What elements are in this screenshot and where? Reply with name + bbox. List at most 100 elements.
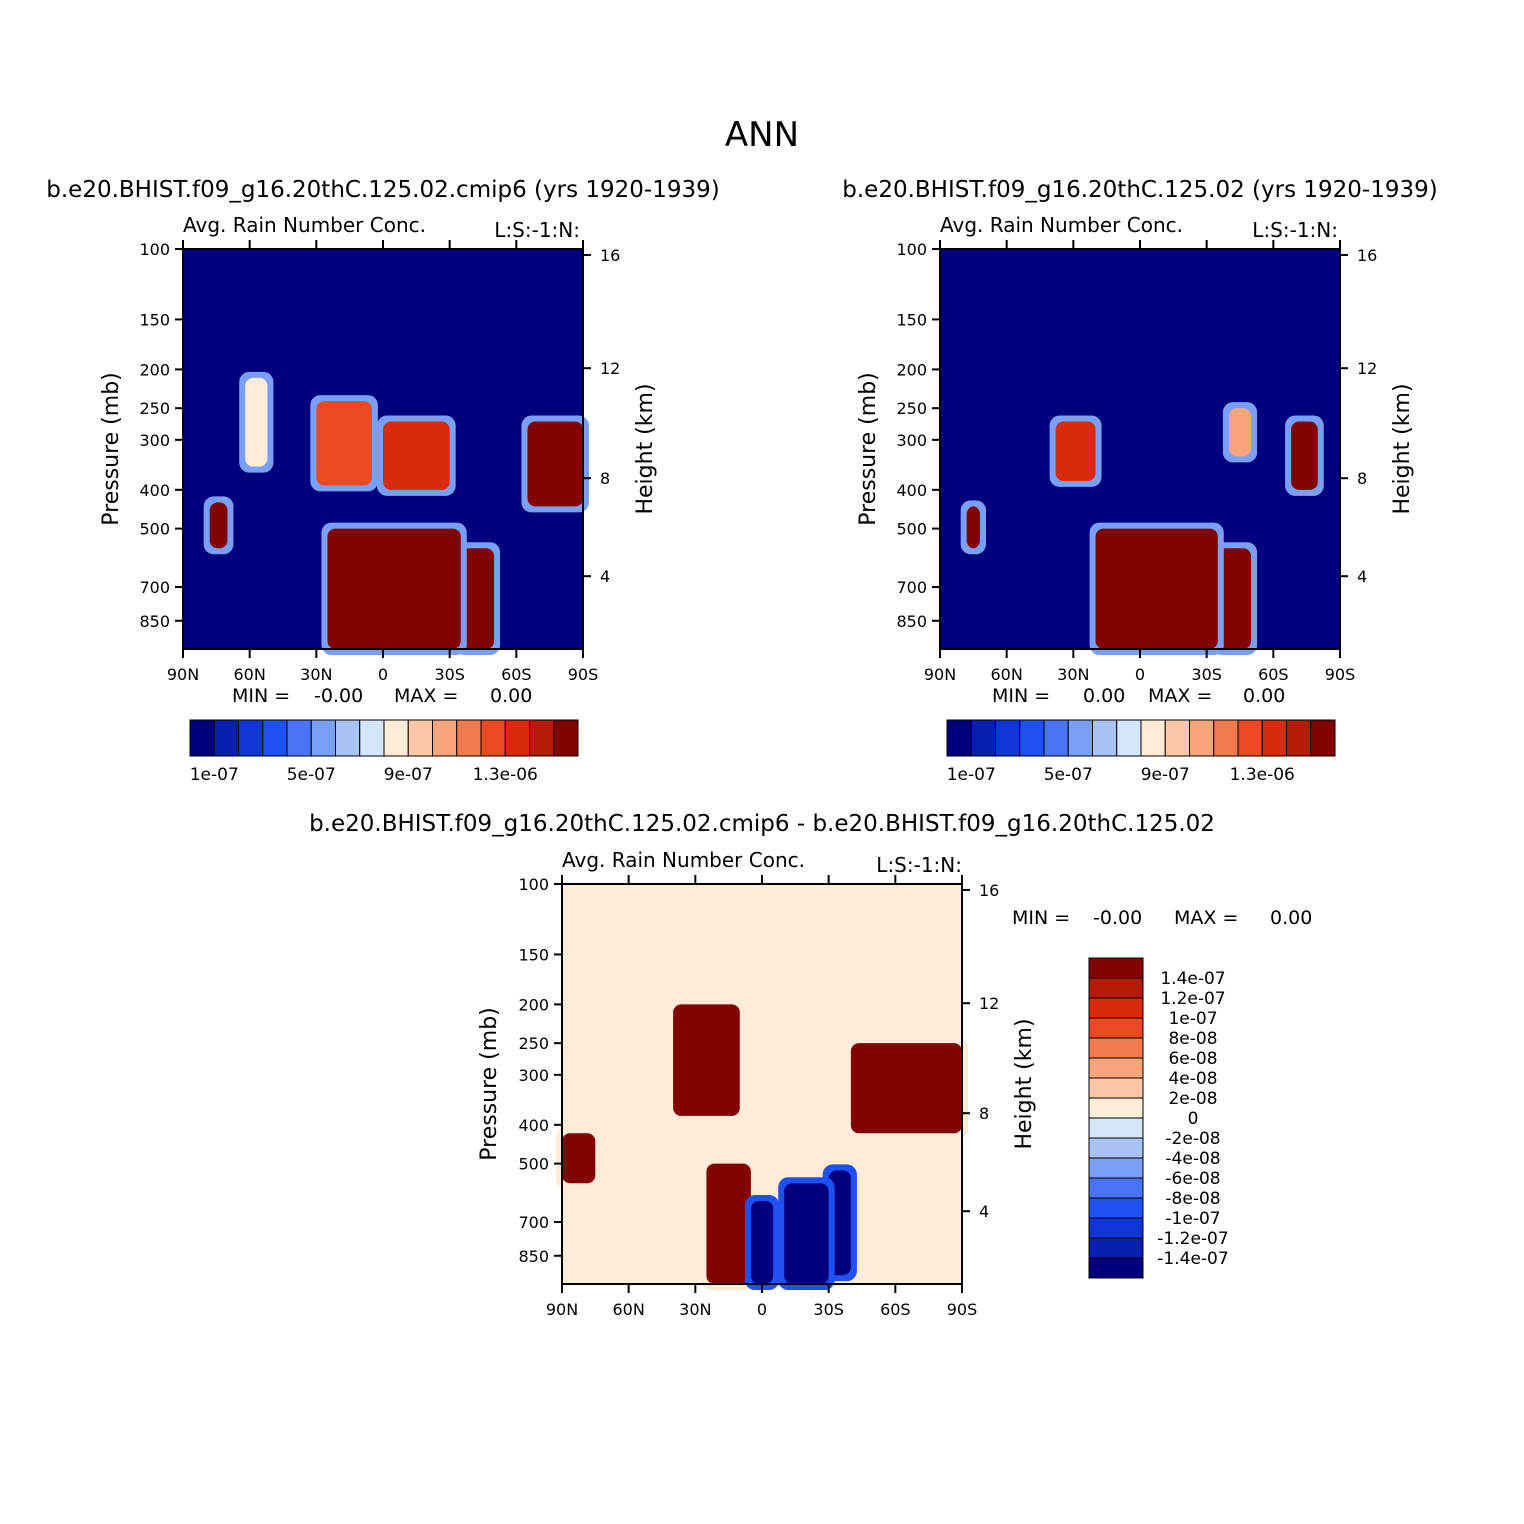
x-tick-label: 30N bbox=[1057, 665, 1089, 684]
colorbar-box bbox=[1088, 1017, 1144, 1039]
colorbar-label: 1e-07 bbox=[190, 765, 239, 785]
colorbar-box bbox=[189, 719, 215, 757]
y2-tick-label: 4 bbox=[600, 567, 610, 586]
y-tick-label: 400 bbox=[518, 1116, 549, 1135]
contour-region bbox=[1095, 528, 1218, 649]
colorbar-label: 8e-08 bbox=[1168, 1029, 1217, 1049]
contour-region bbox=[1055, 421, 1096, 481]
y-tick-label: 100 bbox=[139, 240, 170, 259]
colorbar-label: -1e-07 bbox=[1165, 1209, 1220, 1229]
contour-region bbox=[327, 528, 461, 649]
y2-tick-label: 8 bbox=[600, 469, 610, 488]
colorbar-label: 1.3e-06 bbox=[1230, 765, 1295, 785]
y-tick-label: 250 bbox=[896, 399, 927, 418]
x-tick-label: 60S bbox=[501, 665, 532, 684]
contour-region bbox=[460, 548, 495, 649]
contour-region bbox=[850, 1043, 962, 1134]
colorbar-box bbox=[1088, 997, 1144, 1019]
colorbar-box bbox=[1088, 1097, 1144, 1119]
y-tick-label: 700 bbox=[139, 578, 170, 597]
page-title: ANN bbox=[725, 115, 799, 155]
contour-region bbox=[1217, 548, 1252, 649]
contour-region bbox=[966, 506, 980, 549]
colorbar-label: 1.3e-06 bbox=[473, 765, 538, 785]
x-tick-label: 90S bbox=[568, 665, 599, 684]
x-tick-label: 30S bbox=[1191, 665, 1222, 684]
y-tick-label: 150 bbox=[518, 945, 549, 964]
x-tick-label: 60N bbox=[991, 665, 1023, 684]
colorbar-box bbox=[1164, 719, 1190, 757]
colorbar-box bbox=[946, 719, 972, 757]
y-tick-label: 500 bbox=[139, 520, 170, 539]
colorbar-label: 1e-07 bbox=[947, 765, 996, 785]
colorbar-box bbox=[310, 719, 336, 757]
panel-3-min-label: MIN = bbox=[1012, 907, 1070, 929]
contour-region bbox=[562, 1133, 596, 1184]
contour-region bbox=[245, 377, 268, 467]
y2-tick-label: 16 bbox=[1357, 246, 1377, 265]
colorbar-label: -6e-08 bbox=[1165, 1169, 1220, 1189]
panel-1-ylabel: Pressure (mb) bbox=[99, 372, 124, 526]
y-tick-label: 300 bbox=[896, 431, 927, 450]
y-tick-label: 100 bbox=[896, 240, 927, 259]
x-tick-label: 0 bbox=[757, 1300, 767, 1319]
colorbar-box bbox=[262, 719, 288, 757]
panel-1-min-value: -0.00 bbox=[314, 685, 363, 707]
colorbar-label: 1.2e-07 bbox=[1160, 989, 1225, 1009]
y2-tick-label: 8 bbox=[979, 1104, 989, 1123]
contour-region bbox=[209, 502, 228, 549]
x-tick-label: 30N bbox=[300, 665, 332, 684]
colorbar-box bbox=[383, 719, 409, 757]
y2-tick-label: 12 bbox=[979, 994, 999, 1013]
contour-region bbox=[1291, 421, 1318, 490]
y2-tick-label: 8 bbox=[1357, 469, 1367, 488]
panel-3-axes: 100 150 200 250 300 400 500 700 850 16 12 8 4 90N 60N 3… bbox=[518, 875, 999, 1319]
colorbar-label: 0 bbox=[1188, 1109, 1199, 1129]
y2-tick-label: 16 bbox=[600, 246, 620, 265]
panel-1-contours bbox=[203, 371, 589, 655]
colorbar-box bbox=[1088, 1137, 1144, 1159]
x-tick-label: 60N bbox=[613, 1300, 645, 1319]
colorbar-box bbox=[529, 719, 555, 757]
colorbar-label: 9e-07 bbox=[1141, 765, 1190, 785]
y2-tick-label: 12 bbox=[600, 359, 620, 378]
panel-3-max-value: 0.00 bbox=[1270, 907, 1312, 929]
colorbar-box bbox=[1088, 957, 1144, 979]
colorbar-label: -2e-08 bbox=[1165, 1129, 1220, 1149]
colorbar-box bbox=[1067, 719, 1093, 757]
colorbar-box bbox=[1088, 1077, 1144, 1099]
colorbar-box bbox=[1043, 719, 1069, 757]
y-tick-label: 700 bbox=[896, 578, 927, 597]
y-tick-label: 300 bbox=[518, 1066, 549, 1085]
panel-1-y2label: Height (km) bbox=[633, 383, 658, 514]
panel-2-colorbar: 1e-07 5e-07 9e-07 1.3e-06 bbox=[946, 719, 1336, 785]
x-tick-label: 90S bbox=[1325, 665, 1356, 684]
colorbar-box bbox=[1088, 1037, 1144, 1059]
panel-3-contours bbox=[556, 998, 968, 1290]
colorbar-box bbox=[970, 719, 996, 757]
colorbar-box bbox=[1088, 1057, 1144, 1079]
colorbar-box bbox=[1189, 719, 1215, 757]
panel-3: b.e20.BHIST.f09_g16.20thC.125.02.cmip6 -… bbox=[309, 811, 1312, 1319]
y2-tick-label: 4 bbox=[979, 1202, 989, 1221]
y-tick-label: 850 bbox=[139, 612, 170, 631]
contour-region bbox=[316, 401, 372, 486]
colorbar-box bbox=[1088, 1157, 1144, 1179]
contour-region bbox=[673, 1004, 740, 1116]
colorbar-box bbox=[1088, 1257, 1144, 1279]
panel-1-max-value: 0.00 bbox=[490, 685, 532, 707]
colorbar-box bbox=[213, 719, 239, 757]
colorbar-box bbox=[1237, 719, 1263, 757]
x-tick-label: 90N bbox=[546, 1300, 578, 1319]
x-tick-label: 30S bbox=[434, 665, 465, 684]
panel-1-min-label: MIN = bbox=[232, 685, 290, 707]
panel-2-title: Avg. Rain Number Conc. bbox=[940, 213, 1183, 237]
colorbar-label: 1e-07 bbox=[1168, 1009, 1217, 1029]
y-tick-label: 250 bbox=[518, 1034, 549, 1053]
colorbar-box bbox=[359, 719, 385, 757]
x-tick-label: 60S bbox=[1258, 665, 1289, 684]
colorbar-box bbox=[504, 719, 530, 757]
colorbar-box bbox=[480, 719, 506, 757]
x-tick-label: 90N bbox=[167, 665, 199, 684]
colorbar-box bbox=[1310, 719, 1336, 757]
